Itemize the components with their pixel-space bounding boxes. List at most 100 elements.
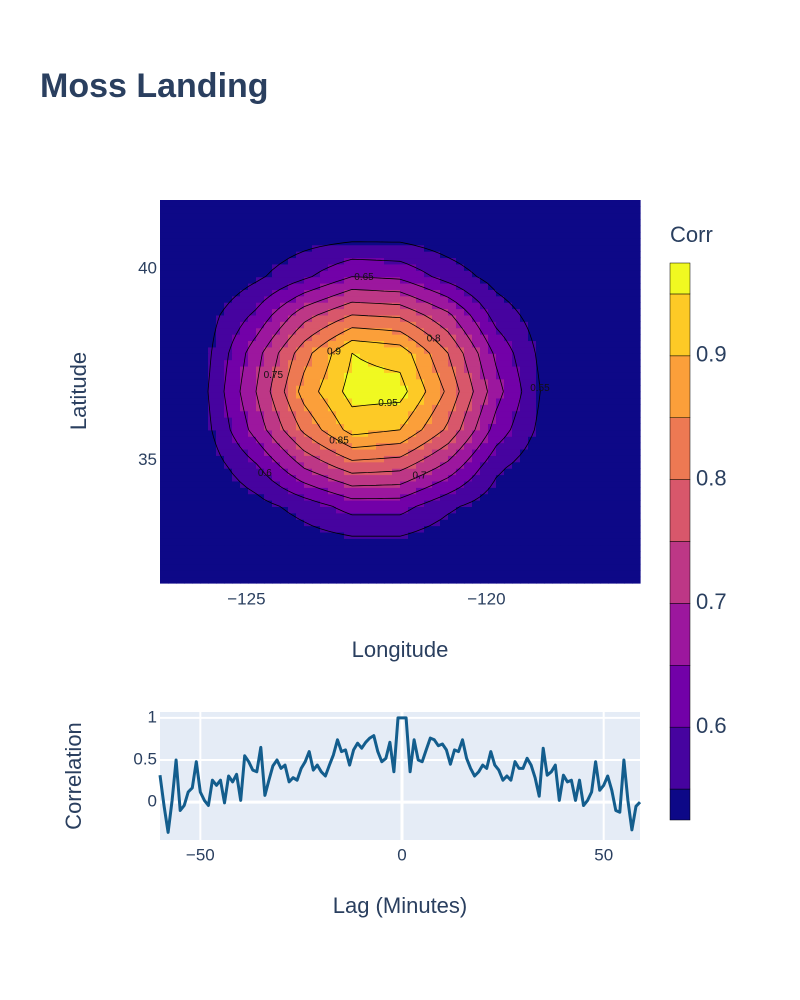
contour-cell [488, 544, 497, 552]
contour-cell [328, 391, 337, 399]
contour-cell [272, 346, 281, 354]
contour-label: 0.65 [354, 272, 374, 283]
contour-cell [280, 461, 289, 469]
contour-cell [616, 244, 625, 252]
contour-cell [320, 238, 329, 246]
contour-cell [568, 212, 577, 220]
contour-cell [552, 468, 561, 476]
contour-cell [584, 353, 593, 361]
contour-cell [552, 238, 561, 246]
contour-cell [440, 576, 449, 584]
contour-cell [360, 404, 369, 412]
contour-cell [352, 436, 361, 444]
contour-cell [328, 206, 337, 214]
contour-cell [328, 474, 337, 482]
contour-cell [568, 276, 577, 284]
contour-cell [160, 378, 169, 386]
contour-cell [368, 334, 377, 342]
contour-cell [232, 295, 241, 303]
contour-cell [616, 378, 625, 386]
contour-cell [320, 570, 329, 578]
contour-cell [560, 544, 569, 552]
contour-cell [208, 506, 217, 514]
contour-cell [528, 212, 537, 220]
contour-cell [544, 238, 553, 246]
contour-cell [600, 206, 609, 214]
contour-cell [216, 468, 225, 476]
contour-cell [456, 544, 465, 552]
contour-cell [528, 372, 537, 380]
contour-cell [248, 372, 257, 380]
contour-cell [312, 365, 321, 373]
contour-cell [160, 442, 169, 450]
contour-cell [384, 308, 393, 316]
contour-cell [344, 570, 353, 578]
contour-cell [552, 531, 561, 539]
contour-cell [416, 200, 425, 207]
contour-cell [272, 314, 281, 322]
contour-cell [384, 334, 393, 342]
contour-cell [224, 378, 233, 386]
contour-cell [408, 225, 417, 233]
contour-cell [288, 257, 297, 265]
contour-cell [560, 238, 569, 246]
contour-cell [440, 512, 449, 520]
contour-cell [496, 353, 505, 361]
contour-cell [328, 493, 337, 501]
contour-cell [352, 544, 361, 552]
contour-cell [392, 487, 401, 495]
contour-cell [408, 551, 417, 559]
contour-cell [208, 531, 217, 539]
contour-cell [344, 276, 353, 284]
contour-cell [176, 334, 185, 342]
contour-cell [536, 257, 545, 265]
contour-cell [448, 365, 457, 373]
contour-cell [512, 257, 521, 265]
contour-cell [560, 500, 569, 507]
contour-cell [376, 500, 385, 507]
contour-cell [288, 314, 297, 322]
contour-cell [520, 289, 529, 297]
contour-cell [368, 563, 377, 571]
contour-cell [520, 238, 529, 246]
contour-cell [528, 282, 537, 290]
contour-cell [232, 206, 241, 214]
contour-cell [296, 270, 305, 278]
contour-cell [400, 429, 409, 437]
contour-cell [576, 251, 585, 259]
contour-cell [304, 544, 313, 552]
contour-cell [384, 455, 393, 463]
contour-cell [248, 276, 257, 284]
contour-cell [512, 353, 521, 361]
contour-cell [216, 563, 225, 571]
contour-cell [216, 372, 225, 380]
contour-cell [224, 238, 233, 246]
contour-cell [600, 295, 609, 303]
contour-cell [528, 365, 537, 373]
contour-cell [256, 244, 265, 252]
contour-cell [528, 455, 537, 463]
contour-cell [288, 417, 297, 425]
contour-cell [488, 391, 497, 399]
contour-cell [496, 557, 505, 565]
contour-cell [504, 206, 513, 214]
contour-cell [400, 365, 409, 373]
contour-cell [520, 525, 529, 533]
contour-cell [296, 531, 305, 539]
contour-cell [240, 500, 249, 507]
contour-cell [520, 429, 529, 437]
contour-cell [320, 263, 329, 271]
contour-cell [224, 289, 233, 297]
contour-cell [536, 429, 545, 437]
contour-cell [248, 340, 257, 348]
contour-cell [592, 461, 601, 469]
contour-cell [560, 506, 569, 514]
contour-cell [456, 200, 465, 207]
contour-cell [512, 512, 521, 520]
contour-cell [520, 219, 529, 227]
contour-cell [288, 493, 297, 501]
contour-cell [176, 231, 185, 239]
contour-cell [512, 251, 521, 259]
contour-cell [248, 448, 257, 456]
contour-cell [224, 538, 233, 546]
